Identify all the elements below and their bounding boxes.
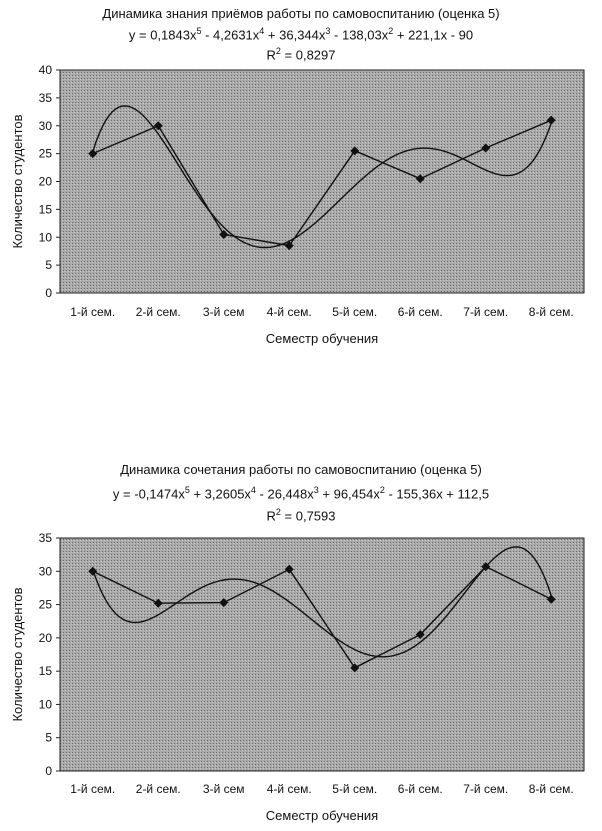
x-tick-label: 7-й сем. — [463, 782, 508, 796]
x-tick-label: 5-й сем. — [332, 305, 377, 319]
y-tick-label: 5 — [45, 258, 52, 272]
y-tick-label: 0 — [45, 764, 52, 778]
r-squared: R2 = 0,8297 — [266, 46, 336, 63]
trend-equation: y = -0,1474x5 + 3,2605x4 - 26,448x3 + 96… — [112, 485, 490, 502]
x-tick-label: 6-й сем. — [398, 782, 443, 796]
y-axis-label: Количество студентов — [10, 114, 25, 248]
y-tick-label: 35 — [39, 531, 53, 545]
trendline — [92, 546, 552, 658]
x-tick-label: 2-й сем. — [136, 782, 181, 796]
x-tick-label: 4-й сем. — [267, 782, 312, 796]
x-tick-label: 1-й сем. — [70, 305, 115, 319]
y-tick-label: 10 — [39, 697, 53, 711]
x-tick-label: 6-й сем. — [398, 305, 443, 319]
data-point — [546, 115, 556, 125]
y-tick-label: 25 — [39, 147, 53, 161]
data-point — [415, 630, 425, 640]
data-point — [219, 598, 229, 608]
x-tick-label: 1-й сем. — [70, 782, 115, 796]
data-point — [546, 594, 556, 604]
y-tick-label: 15 — [39, 664, 53, 678]
x-axis-label: Семестр обучения — [266, 331, 378, 346]
data-point — [219, 229, 229, 239]
chart-1-plot: 0 5 10 15 20 25 30 35 40 1-й сем. 2-й сем. 3-й сем 4… — [10, 63, 585, 346]
data-point — [481, 143, 491, 153]
chart-title: Динамика знания приёмов работы по самово… — [102, 6, 500, 21]
x-tick-label: 7-й сем. — [463, 305, 508, 319]
data-point — [153, 598, 163, 608]
series-line — [92, 119, 552, 247]
x-tick-label: 8-й сем. — [529, 782, 574, 796]
data-point — [350, 146, 360, 156]
trendline — [92, 105, 552, 249]
chart-1: Динамика знания приёмов работы по самово… — [0, 0, 602, 360]
data-point — [88, 149, 98, 159]
y-tick-label: 15 — [39, 202, 53, 216]
chart-2: Динамика сочетания работы по самовоспита… — [0, 455, 602, 831]
y-tick-label: 20 — [39, 631, 53, 645]
x-tick-label: 3-й сем — [203, 782, 245, 796]
x-tick-label: 5-й сем. — [332, 782, 377, 796]
y-tick-label: 35 — [39, 91, 53, 105]
y-tick-label: 30 — [39, 564, 53, 578]
chart-title: Динамика сочетания работы по самовоспита… — [120, 462, 482, 477]
y-tick-label: 0 — [45, 286, 52, 300]
y-tick-label: 40 — [39, 63, 53, 77]
data-point — [284, 564, 294, 574]
data-point — [88, 566, 98, 576]
plot-area — [59, 537, 585, 772]
data-point — [481, 562, 491, 572]
x-tick-label: 3-й сем — [203, 305, 245, 319]
plot-area — [59, 69, 585, 294]
x-tick-label: 4-й сем. — [267, 305, 312, 319]
data-point — [415, 174, 425, 184]
trend-equation: y = 0,1843x5 - 4,2631x4 + 36,344x3 - 138… — [128, 26, 474, 43]
y-tick-label: 30 — [39, 119, 53, 133]
data-point — [350, 663, 360, 673]
data-point — [153, 121, 163, 131]
data-point — [284, 241, 294, 251]
y-axis-label: Количество студентов — [10, 587, 25, 721]
y-tick-label: 25 — [39, 598, 53, 612]
y-tick-label: 20 — [39, 175, 53, 189]
y-tick-label: 5 — [45, 731, 52, 745]
chart-2-plot: 0 5 10 15 20 25 30 35 1-й сем. 2-й сем. 3-й сем 4-й… — [10, 531, 585, 823]
series-line — [92, 565, 552, 669]
x-axis-label: Семестр обучения — [266, 808, 378, 823]
x-tick-label: 2-й сем. — [136, 305, 181, 319]
r-squared: R2 = 0,7593 — [266, 507, 336, 524]
x-tick-label: 8-й сем. — [529, 305, 574, 319]
y-tick-label: 10 — [39, 230, 53, 244]
